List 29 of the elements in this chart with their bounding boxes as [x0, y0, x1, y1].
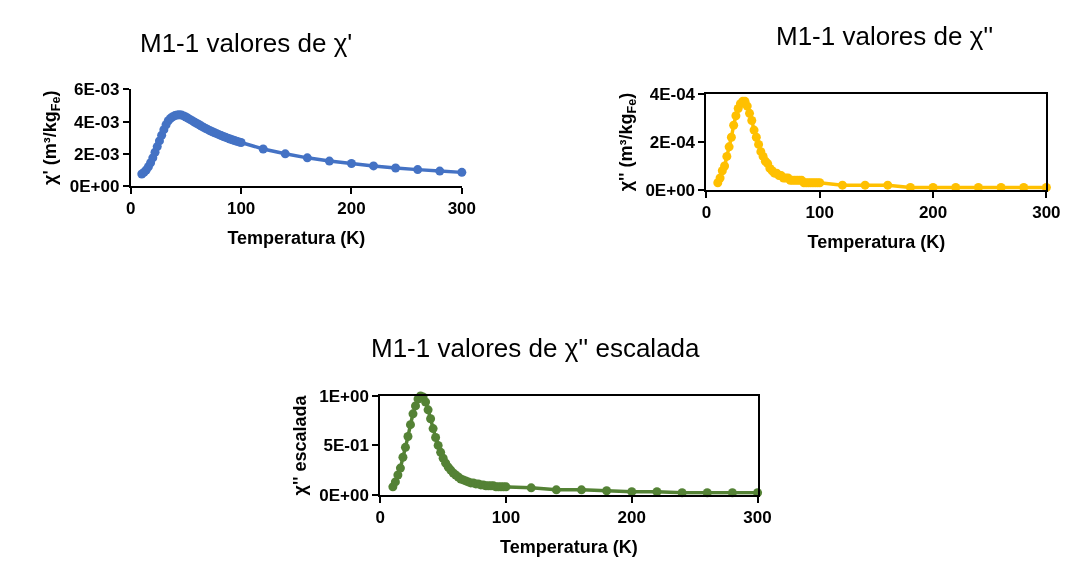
y-tick-label: 0E+00	[319, 485, 369, 505]
y-tick-label: 0E+00	[645, 180, 696, 200]
y-tick-label: 5E-01	[323, 436, 369, 456]
y-axis-title: χ'' escalada	[289, 394, 310, 496]
x-tick-label: 100	[491, 508, 521, 528]
x-tick-label: 100	[805, 203, 834, 223]
x-tick-label: 300	[1032, 203, 1061, 223]
x-axis-title: Temperatura (K)	[227, 228, 366, 249]
x-tick-label: 200	[918, 203, 948, 223]
x-tick-label: 200	[337, 199, 366, 219]
y-tick-label: 2E-04	[649, 133, 696, 152]
x-tick-label: 300	[743, 508, 772, 528]
x-axis-title: Temperatura (K)	[500, 536, 638, 557]
x-axis-title: Temperatura (K)	[807, 231, 946, 252]
x-tick-label: 0	[126, 199, 136, 219]
y-tick-label: 2E-03	[73, 144, 120, 164]
y-tick-label: 4E-04	[649, 85, 696, 105]
x-tick-label: 0	[701, 203, 712, 223]
x-tick-label: 0	[375, 508, 386, 528]
chart-title: M1-1 valores de χ'' escalada	[371, 333, 701, 363]
chart-title: M1-1 valores de χ'	[140, 28, 353, 58]
x-tick-label: 200	[617, 508, 646, 528]
y-tick-label: 4E-03	[73, 112, 120, 132]
x-tick-label: 300	[447, 199, 477, 219]
y-tick-label: 6E-03	[73, 80, 120, 100]
x-tick-label: 100	[226, 199, 256, 219]
chart-title: M1-1 valores de χ''	[776, 21, 994, 51]
y-tick-label: 0E+00	[69, 177, 120, 197]
y-tick-label: 1E+00	[319, 387, 369, 406]
